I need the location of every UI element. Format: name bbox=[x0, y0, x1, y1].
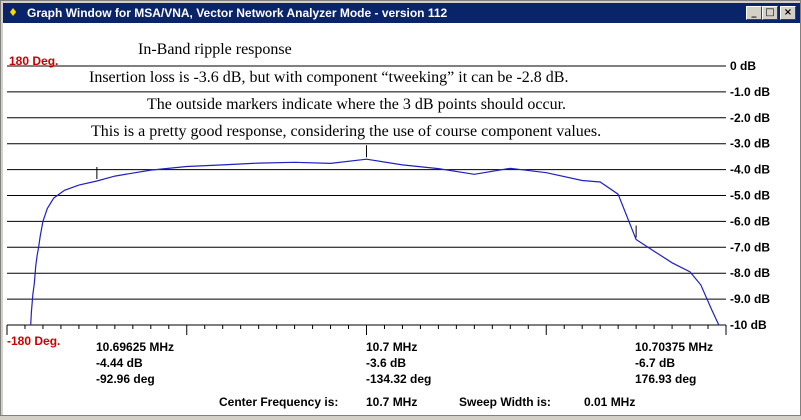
marker-ticks bbox=[96, 145, 637, 238]
marker-1-freq: 10.69625 MHz bbox=[96, 340, 174, 354]
phase-top-label: 180 Deg. bbox=[9, 54, 58, 68]
marker-3-mag: -6.7 dB bbox=[635, 356, 675, 370]
x-axis-ticks bbox=[6, 325, 727, 335]
sweep-width-label: Sweep Width is: bbox=[459, 395, 551, 409]
minimize-icon: _ bbox=[751, 7, 757, 18]
marker-2-freq: 10.7 MHz bbox=[366, 340, 417, 354]
maximize-button[interactable]: □ bbox=[762, 6, 778, 20]
annotation-insertion-loss: Insertion loss is -3.6 dB, but with comp… bbox=[89, 69, 568, 86]
annotation-title: In-Band ripple response bbox=[138, 41, 292, 58]
y-tick-labels: 0 dB -1.0 dB -2.0 dB -3.0 dB -4.0 dB -5.0 dB -… bbox=[730, 59, 770, 332]
marker-readout-1: 10.69625 MHz -4.44 dB -92.96 deg bbox=[96, 340, 174, 386]
marker-1-phase: -92.96 deg bbox=[96, 372, 155, 386]
graph-canvas[interactable]: 0 dB -1.0 dB -2.0 dB -3.0 dB -4.0 dB -5.0 dB -… bbox=[3, 23, 800, 415]
close-icon: × bbox=[783, 7, 793, 18]
sweep-width-value: 0.01 MHz bbox=[584, 395, 635, 409]
y-tick-label: -7.0 dB bbox=[730, 240, 770, 254]
marker-1-mag: -4.44 dB bbox=[96, 356, 143, 370]
marker-readout-2: 10.7 MHz -3.6 dB -134.32 deg bbox=[366, 340, 431, 386]
app-icon: ♦ bbox=[8, 6, 18, 19]
marker-3-freq: 10.70375 MHz bbox=[635, 340, 713, 354]
minimize-button[interactable]: _ bbox=[746, 6, 762, 20]
y-tick-label: -5.0 dB bbox=[730, 189, 770, 203]
maximize-icon: □ bbox=[765, 7, 775, 18]
magnitude-trace bbox=[30, 158, 720, 326]
y-tick-label: -1.0 dB bbox=[730, 85, 770, 99]
close-button[interactable]: × bbox=[780, 6, 796, 20]
title-bar[interactable]: ♦ Graph Window for MSA/VNA, Vector Netwo… bbox=[3, 3, 800, 23]
y-tick-label: -8.0 dB bbox=[730, 266, 770, 280]
window-title: Graph Window for MSA/VNA, Vector Network… bbox=[27, 6, 448, 20]
marker-readout-3: 10.70375 MHz -6.7 dB 176.93 deg bbox=[635, 340, 713, 386]
y-tick-label: -4.0 dB bbox=[730, 163, 770, 177]
center-frequency-label: Center Frequency is: bbox=[219, 395, 338, 409]
y-tick-label: -9.0 dB bbox=[730, 292, 770, 306]
grid-lines bbox=[7, 65, 726, 326]
marker-2-phase: -134.32 deg bbox=[366, 372, 431, 386]
annotation-response-note: This is a pretty good response, consider… bbox=[91, 123, 601, 140]
marker-3-phase: 176.93 deg bbox=[635, 372, 696, 386]
y-tick-label: -2.0 dB bbox=[730, 111, 770, 125]
y-tick-label: -6.0 dB bbox=[730, 214, 770, 228]
phase-bottom-label: -180 Deg. bbox=[7, 334, 60, 348]
annotation-markers-note: The outside markers indicate where the 3… bbox=[147, 96, 566, 113]
y-tick-label: -10 dB bbox=[730, 318, 767, 332]
center-frequency-value: 10.7 MHz bbox=[366, 395, 417, 409]
plot-area[interactable]: 0 dB -1.0 dB -2.0 dB -3.0 dB -4.0 dB -5.0 dB -… bbox=[3, 23, 800, 415]
y-tick-label: 0 dB bbox=[730, 59, 756, 73]
marker-2-mag: -3.6 dB bbox=[366, 356, 406, 370]
y-tick-label: -3.0 dB bbox=[730, 137, 770, 151]
